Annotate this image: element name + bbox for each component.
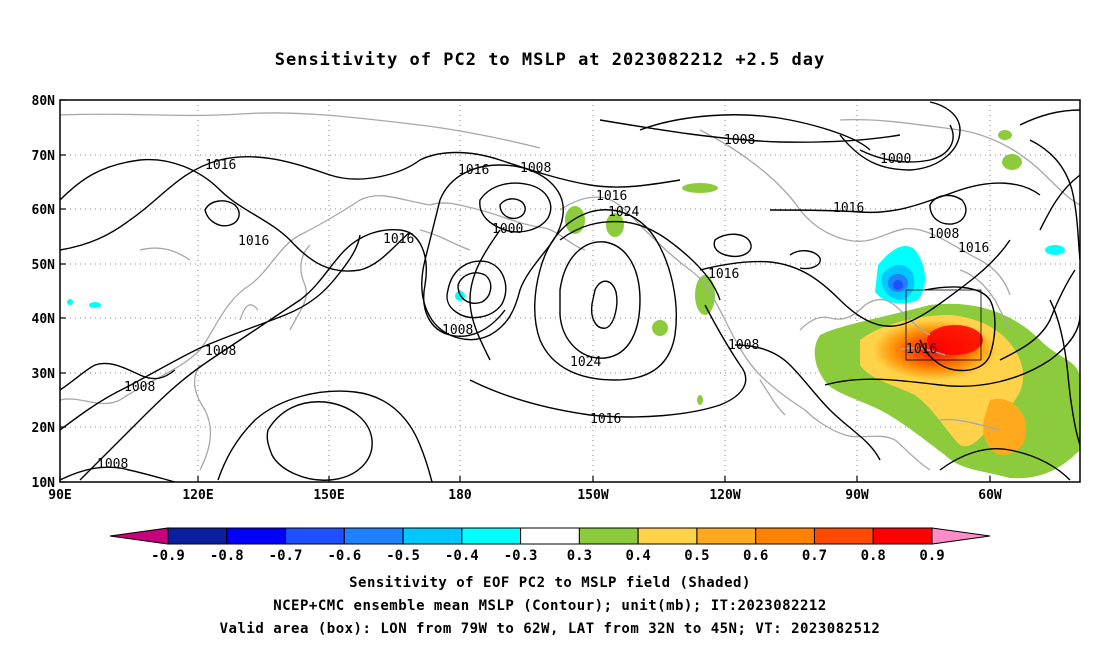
contour-labels: 1016 1016 1016 1016 1008 1000 1016 1024 … [97,133,989,472]
y-tick-label: 50N [32,258,56,273]
x-tick-label: 150E [313,488,344,503]
contour-label: 1000 [492,222,523,237]
caption-contour: NCEP+CMC ensemble mean MSLP (Contour); u… [273,598,827,614]
map-frame [59,99,1081,483]
colorbar-segment [637,527,698,545]
contour-label: 1008 [205,344,236,359]
contour-label: 1016 [238,234,269,249]
y-tick-label: 70N [32,149,56,164]
y-tick-label: 30N [32,367,56,382]
valid-area-box [905,289,982,361]
colorbar-tick-label: -0.6 [327,548,361,564]
colorbar-tick-label: 0.3 [567,548,592,564]
colorbar-segment [872,527,933,545]
colorbar-tick-label: -0.9 [151,548,185,564]
positive-sensitivity-shading [565,130,1080,479]
colorbar-segment [520,527,580,545]
contour-label: 1016 [205,158,236,173]
colorbar-arrow-right [931,527,991,545]
colorbar: -0.9 -0.8 -0.7 -0.6 -0.5 -0.4 -0.3 0.3 0.4 0.5 0.6… [109,527,991,564]
colorbar-tick-label: -0.7 [269,548,303,564]
negative-sensitivity-shading [67,245,1065,308]
x-tick-label: 150W [577,488,608,503]
colorbar-segment [461,527,522,545]
caption-valid-area: Valid area (box): LON from 79W to 62W, L… [219,621,881,637]
caption-shading: Sensitivity of EOF PC2 to MSLP field (Sh… [349,575,751,591]
colorbar-segment [755,527,815,545]
colorbar-segment [343,527,404,545]
colorbar-tick-label: -0.3 [504,548,538,564]
contour-label: 1008 [928,227,959,242]
contour-label: 1000 [880,152,911,167]
colorbar-segment [578,527,639,545]
colorbar-tick-label: 0.7 [802,548,827,564]
x-tick-label: 90W [845,488,869,503]
plot-title: Sensitivity of PC2 to MSLP at 2023082212… [274,50,826,70]
contour-label: 1008 [124,380,155,395]
colorbar-segment [696,527,757,545]
y-tick-label: 80N [32,94,56,109]
contour-label: 1008 [97,457,128,472]
colorbar-tick-label: 0.6 [743,548,768,564]
contour-label: 1008 [520,161,551,176]
colorbar-segment [285,527,345,545]
colorbar-tick-label: 0.4 [626,548,651,564]
colorbar-tick-label: -0.5 [386,548,420,564]
contour-label: 1008 [442,323,473,338]
x-tick-label: 120W [709,488,740,503]
mslp-contours [60,101,1080,482]
colorbar-tick-label: 0.8 [861,548,886,564]
colorbar-tick-label: -0.4 [445,548,479,564]
contour-label: 1016 [906,342,937,357]
contour-label: 1016 [833,201,864,216]
colorbar-segment [813,527,874,545]
y-tick-label: 60N [32,203,56,218]
colorbar-segment [402,527,463,545]
colorbar-tick-label: -0.8 [210,548,244,564]
x-tick-label: 60W [978,488,1002,503]
y-tick-label: 40N [32,312,56,327]
x-axis-labels: 90E 120E 150E 180 150W 120W 90W 60W [48,488,1002,503]
y-tick-label: 20N [32,421,56,436]
contour-label: 1016 [383,232,414,247]
colorbar-arrow-left [109,527,169,545]
colorbar-segment [167,527,228,545]
x-tick-label: 120E [182,488,213,503]
colorbar-tick-label: 0.9 [919,548,944,564]
colorbar-tick-label: 0.5 [684,548,709,564]
axis-ticks [59,99,991,483]
contour-label: 1016 [708,267,739,282]
contour-label: 1016 [596,189,627,204]
contour-label: 1024 [608,205,639,220]
contour-label: 1008 [724,133,755,148]
contour-label: 1016 [458,163,489,178]
y-tick-label: 10N [32,476,56,491]
contour-label: 1016 [958,241,989,256]
x-tick-label: 180 [448,488,472,503]
coastlines [60,112,1080,471]
contour-label: 1024 [570,355,601,370]
colorbar-segment [226,527,287,545]
contour-label: 1016 [590,412,621,427]
x-tick-label: 90E [48,488,71,503]
y-axis-labels: 10N 20N 30N 40N 50N 60N 70N 80N [32,94,56,491]
contour-label: 1008 [728,338,759,353]
